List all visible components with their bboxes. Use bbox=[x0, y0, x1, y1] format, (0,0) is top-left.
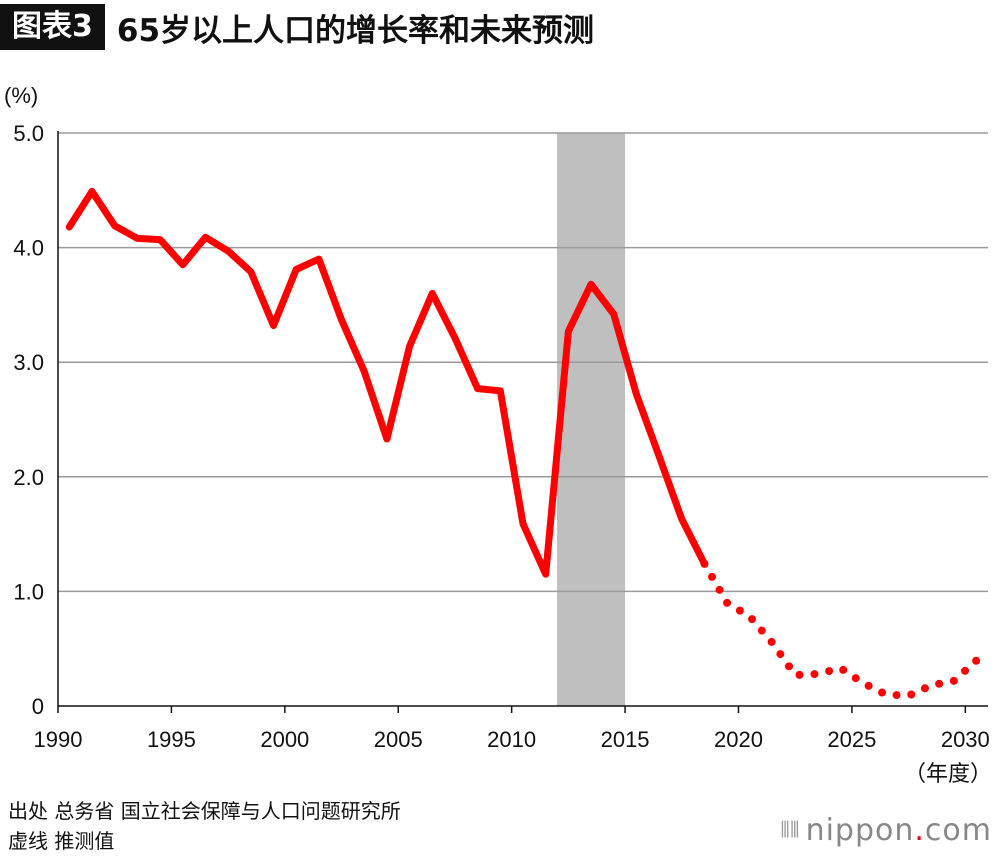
brand-prefix: nippon bbox=[805, 813, 915, 848]
x-axis-label: （年度） bbox=[904, 761, 992, 786]
actual-series-line bbox=[65, 187, 708, 578]
source-note: 出处 总务省 国立社会保障与人口问题研究所 虚线 推测值 bbox=[8, 796, 401, 856]
estimate-series-line bbox=[700, 559, 981, 700]
title-text: 65岁以上人口的增长率和未来预测 bbox=[116, 12, 595, 49]
y-tick-label: 0 bbox=[32, 694, 44, 719]
brand-logo: ⦀⦀ nippon. com bbox=[780, 813, 992, 848]
y-tick-label: 2.0 bbox=[13, 465, 44, 490]
chart-title: 图表3 65岁以上人口的增长率和未来预测 bbox=[0, 4, 594, 50]
figure-badge: 图表3 bbox=[0, 4, 105, 50]
x-tick-label: 2025 bbox=[827, 727, 876, 752]
highlight-band-layer bbox=[557, 133, 626, 706]
y-tick-label: 5.0 bbox=[13, 121, 44, 146]
x-tick-label: 2030 bbox=[941, 727, 990, 752]
logo-bars-icon: ⦀⦀ bbox=[780, 818, 800, 843]
x-tick-label: 2005 bbox=[374, 727, 423, 752]
source-line: 出处 总务省 国立社会保障与人口问题研究所 bbox=[8, 799, 401, 823]
x-tick-label: 2000 bbox=[260, 727, 309, 752]
y-tick-label: 4.0 bbox=[13, 236, 44, 261]
estimate-note: 虚线 推测值 bbox=[8, 829, 115, 853]
axes bbox=[57, 131, 988, 713]
brand-suffix: com bbox=[924, 813, 992, 848]
x-tick-label: 1990 bbox=[34, 727, 83, 752]
line-chart: 0 1.0 2.0 3.0 4.0 5.0 1990 1995 2000 2005 2010 2015… bbox=[4, 83, 992, 786]
y-tick-label: 1.0 bbox=[13, 579, 44, 604]
gridlines bbox=[58, 132, 988, 593]
x-tick-label: 2015 bbox=[601, 727, 650, 752]
x-tick-label: 1995 bbox=[147, 727, 196, 752]
x-tick-label: 2010 bbox=[487, 727, 536, 752]
tick-labels: 0 1.0 2.0 3.0 4.0 5.0 1990 1995 2000 2005 2010 2015… bbox=[13, 121, 989, 752]
y-axis-label: (%) bbox=[4, 83, 38, 108]
brand-dot: . bbox=[914, 813, 925, 848]
highlight-band bbox=[557, 133, 626, 706]
y-tick-label: 3.0 bbox=[13, 350, 44, 375]
series-layer bbox=[65, 187, 981, 700]
x-tick-label: 2020 bbox=[714, 727, 763, 752]
